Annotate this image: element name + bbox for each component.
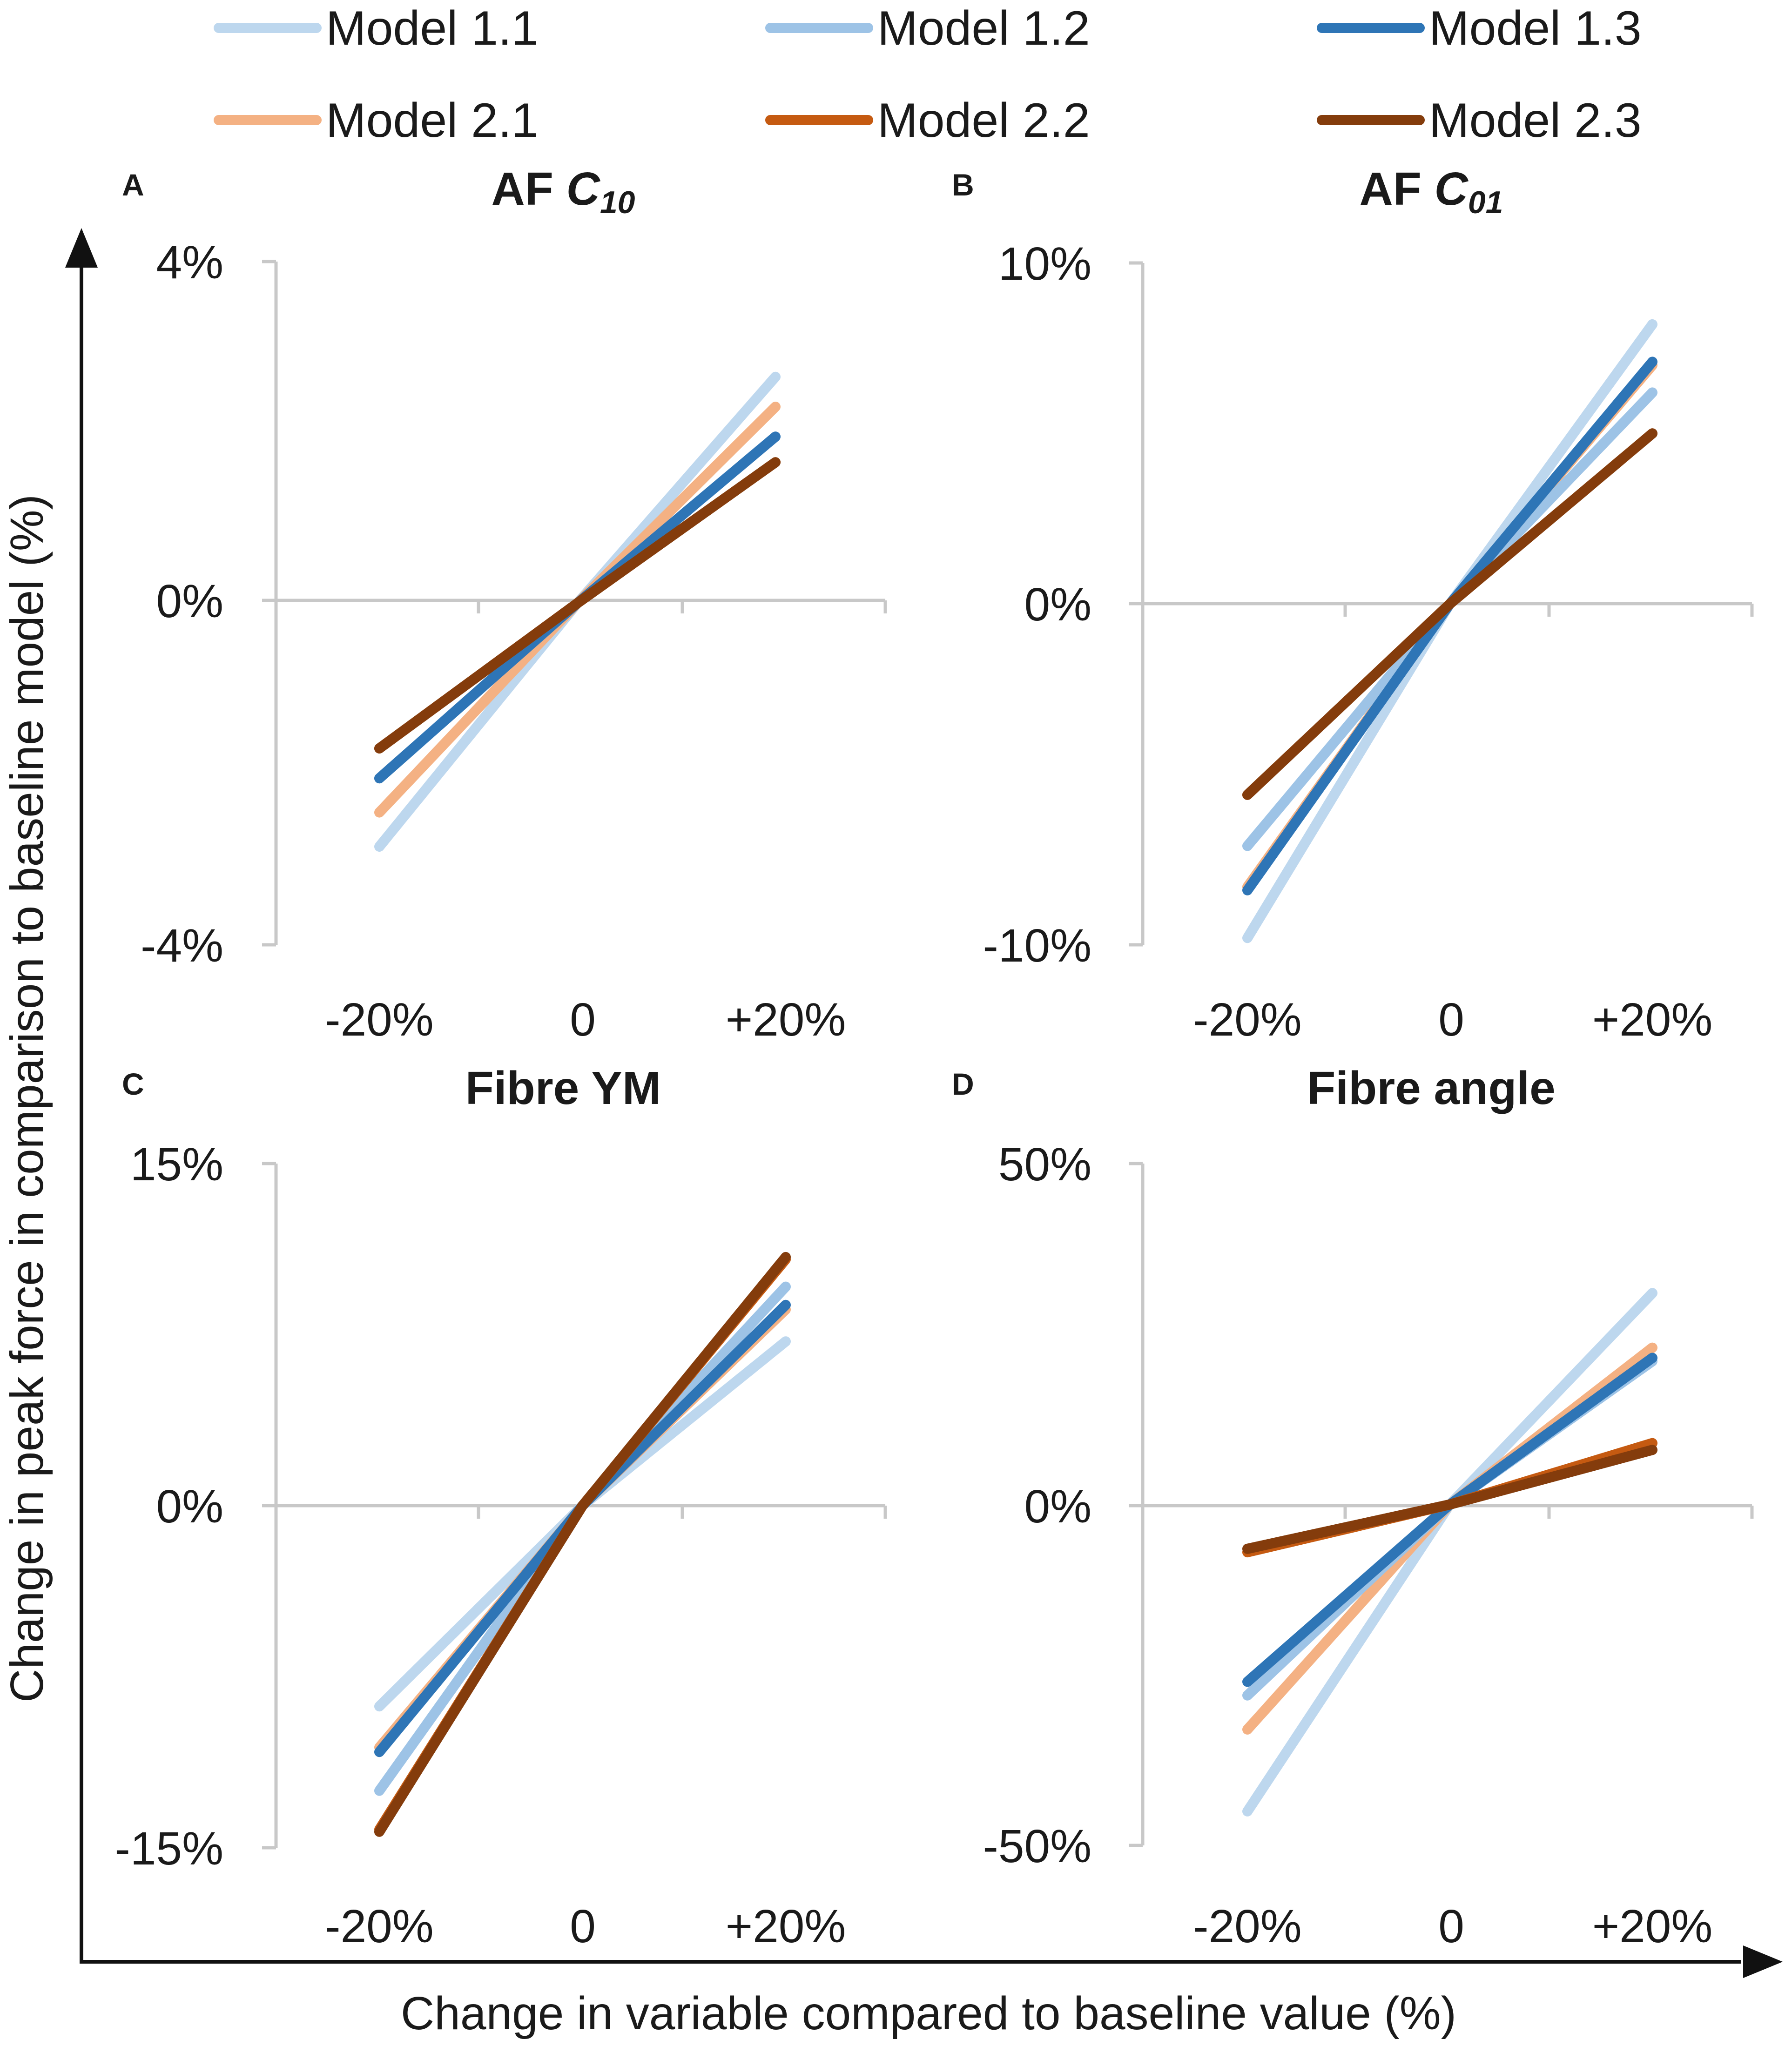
panel-letter: B — [952, 168, 974, 202]
y-tick-label: 10% — [998, 238, 1091, 290]
series-line-model-2-3 — [374, 1252, 791, 1837]
panel-letter: C — [122, 1067, 144, 1101]
y-tick-label: -10% — [983, 920, 1091, 972]
y-tick-label: 0% — [156, 1481, 223, 1533]
x-tick-label: 0 — [570, 994, 596, 1046]
y-tick-label: 0% — [1024, 1481, 1091, 1533]
x-tick-label: 0 — [1438, 1900, 1464, 1952]
legend-label-model-2-1: Model 2.1 — [326, 94, 539, 148]
panel-c: C Fibre YM 15% 0% -15% -20% 0 +20% — [115, 1062, 887, 1952]
legend: Model 1.1 Model 1.2 Model 1.3 Model 2.1 … — [214, 1, 1642, 148]
x-tick-label: 0 — [1438, 994, 1464, 1046]
legend-label-model-1-3: Model 1.3 — [1429, 1, 1642, 55]
x-tick-label: 0 — [570, 1900, 596, 1952]
series-line-model-1-1 — [374, 1336, 791, 1712]
y-tick-label: -50% — [983, 1820, 1091, 1872]
y-tick-label: 0% — [1024, 579, 1091, 631]
series-line-model-1-1 — [374, 371, 781, 852]
x-tick-label: +20% — [1592, 1900, 1713, 1952]
main-y-axis-arrow — [65, 228, 98, 268]
series-line-model-2-3 — [1242, 1445, 1657, 1554]
series-layer — [374, 1252, 791, 1837]
x-tick-label: -20% — [325, 1900, 433, 1952]
main-axes: Change in peak force in comparison to ba… — [1, 228, 1783, 2039]
panel-d: D Fibre angle 50% 0% -50% -20% 0 +20% — [952, 1062, 1754, 1952]
x-tick-label: +20% — [726, 994, 846, 1046]
main-x-axis-arrow — [1743, 1945, 1783, 1978]
panel-letter: D — [952, 1067, 974, 1101]
y-tick-label: 4% — [156, 236, 223, 289]
y-axis-title: Change in peak force in comparison to ba… — [1, 494, 53, 1703]
panel-title: AF C01 — [1360, 163, 1503, 220]
panel-title: Fibre YM — [465, 1062, 661, 1114]
panel-title-subscript: 01 — [1468, 185, 1503, 220]
x-tick-label: +20% — [1592, 994, 1713, 1046]
panel-title-symbol: C — [566, 163, 601, 215]
series-layer — [374, 371, 781, 852]
panel-title-prefix: Fibre angle — [1307, 1062, 1555, 1114]
series-line-model-1-3 — [374, 1299, 791, 1757]
series-layer — [1242, 319, 1657, 943]
x-axis-title: Change in variable compared to baseline … — [401, 1987, 1456, 2039]
panel-b: B AF C01 10% 0% -10% -20% 0 +20% — [952, 163, 1754, 1046]
legend-label-model-2-3: Model 2.3 — [1429, 94, 1642, 148]
panel-title: Fibre angle — [1307, 1062, 1555, 1114]
series-line-model-1-3 — [1242, 357, 1657, 895]
panel-a: A AF C10 4% 0% -4% -20% 0 +20% — [122, 163, 887, 1046]
series-line-model-1-1 — [1242, 319, 1657, 943]
legend-label-model-2-2: Model 2.2 — [877, 94, 1090, 148]
y-tick-label: 15% — [130, 1138, 223, 1191]
panel-title-symbol: C — [1435, 163, 1469, 215]
y-tick-label: 0% — [156, 575, 223, 627]
series-line-model-1-3 — [1242, 1353, 1657, 1687]
legend-label-model-1-2: Model 1.2 — [877, 1, 1090, 55]
panel-title-prefix: AF — [1360, 163, 1435, 215]
legend-label-model-1-1: Model 1.1 — [326, 1, 539, 55]
panel-title-prefix: AF — [492, 163, 566, 215]
panel-title-subscript: 10 — [600, 185, 635, 220]
x-tick-label: -20% — [1193, 994, 1301, 1046]
series-line-model-2-3 — [374, 457, 781, 754]
panel-letter: A — [122, 168, 144, 202]
panel-title-prefix: Fibre YM — [465, 1062, 661, 1114]
y-tick-label: 50% — [998, 1138, 1091, 1191]
y-tick-label: -15% — [115, 1823, 223, 1875]
series-line-model-2-3 — [1242, 428, 1657, 800]
x-tick-label: -20% — [325, 994, 433, 1046]
series-line-model-1-2 — [1242, 1356, 1657, 1701]
series-line-model-1-2 — [1242, 387, 1657, 851]
y-tick-label: -4% — [141, 920, 223, 972]
panel-title: AF C10 — [492, 163, 635, 220]
x-tick-label: +20% — [726, 1900, 846, 1952]
series-line-model-1-1 — [1242, 1288, 1657, 1817]
series-layer — [1242, 1288, 1657, 1817]
x-tick-label: -20% — [1193, 1900, 1301, 1952]
